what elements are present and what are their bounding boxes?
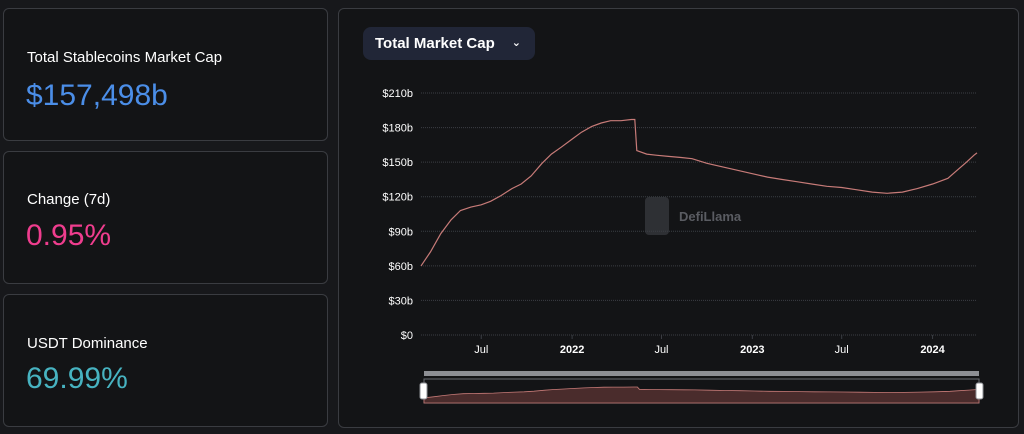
x-tick-label: 2022 [560, 344, 584, 356]
market-cap-chart[interactable]: DefiLlama $0 $30b $60b $90b $120b $150b $180b $2… [339, 9, 1020, 429]
change-7d-card: Change (7d) 0.95% [3, 151, 328, 284]
y-tick-label: $0 [401, 330, 413, 342]
y-tick-label: $180b [382, 123, 413, 135]
x-tick-label: Jul [654, 344, 668, 356]
x-tick-label: Jul [835, 344, 849, 356]
y-tick-label: $90b [389, 226, 413, 238]
x-tick-label: Jul [474, 344, 488, 356]
usdt-dominance-value: 69.99% [26, 362, 128, 395]
change-7d-value: 0.95% [26, 219, 112, 252]
market-cap-line [420, 118, 978, 267]
chevron-down-icon: ⌄ [511, 37, 521, 49]
y-tick-label: $120b [382, 192, 413, 204]
usdt-dominance-label: USDT Dominance [27, 335, 148, 352]
brush-right-handle[interactable] [975, 382, 984, 400]
market-cap-value: $157,498b [26, 79, 168, 112]
y-tick-label: $210b [382, 88, 413, 100]
y-tick-label: $150b [382, 157, 413, 169]
brush-left-handle[interactable] [419, 382, 428, 400]
defillama-logo-icon [645, 197, 669, 235]
market-cap-card: Total Stablecoins Market Cap $157,498b [3, 8, 328, 141]
watermark: DefiLlama [645, 197, 742, 235]
market-cap-label: Total Stablecoins Market Cap [27, 49, 223, 66]
change-7d-label: Change (7d) [27, 191, 111, 208]
range-brush [419, 371, 984, 404]
brush-top-bar [424, 371, 979, 376]
x-tick-label: 2023 [740, 344, 764, 356]
metric-dropdown[interactable]: Total Market Cap ⌄ [363, 27, 535, 60]
y-tick-label: $30b [389, 295, 413, 307]
usdt-dominance-card: USDT Dominance 69.99% [3, 294, 328, 427]
x-tick-label: 2024 [920, 344, 945, 356]
watermark-text: DefiLlama [679, 209, 742, 224]
brush-area [423, 386, 980, 404]
chart-panel: Total Market Cap ⌄ DefiLlama $0 $30b $60b $9… [338, 8, 1019, 428]
metric-dropdown-label: Total Market Cap [375, 35, 495, 52]
y-tick-label: $60b [389, 261, 413, 273]
